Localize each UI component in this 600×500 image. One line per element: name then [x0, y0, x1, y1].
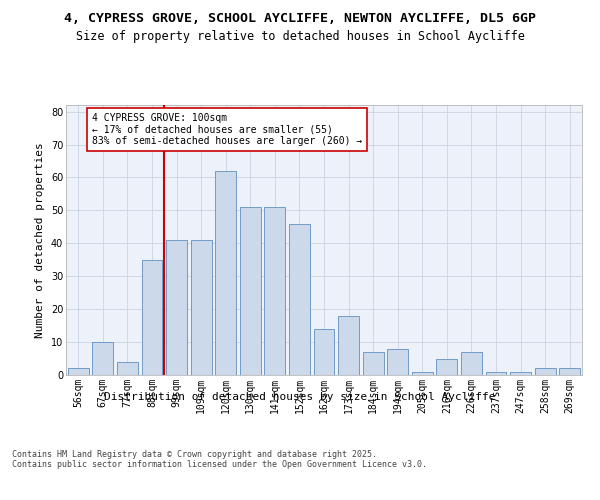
Text: 4, CYPRESS GROVE, SCHOOL AYCLIFFE, NEWTON AYCLIFFE, DL5 6GP: 4, CYPRESS GROVE, SCHOOL AYCLIFFE, NEWTO… [64, 12, 536, 26]
Bar [559, 368, 580, 375]
Text: 4 CYPRESS GROVE: 100sqm
← 17% of detached houses are smaller (55)
83% of semi-de: 4 CYPRESS GROVE: 100sqm ← 17% of detache… [92, 113, 362, 146]
Bar [166, 240, 187, 375]
Bar [240, 207, 261, 375]
Bar [485, 372, 506, 375]
Bar [461, 352, 482, 375]
Text: Distribution of detached houses by size in School Aycliffe: Distribution of detached houses by size … [104, 392, 496, 402]
Bar [338, 316, 359, 375]
Bar [68, 368, 89, 375]
Bar [117, 362, 138, 375]
Text: Contains HM Land Registry data © Crown copyright and database right 2025.
Contai: Contains HM Land Registry data © Crown c… [12, 450, 427, 469]
Bar [362, 352, 383, 375]
Bar [289, 224, 310, 375]
Bar [314, 329, 334, 375]
Bar [412, 372, 433, 375]
Bar [535, 368, 556, 375]
Bar [265, 207, 286, 375]
Text: Size of property relative to detached houses in School Aycliffe: Size of property relative to detached ho… [76, 30, 524, 43]
Y-axis label: Number of detached properties: Number of detached properties [35, 142, 45, 338]
Bar [92, 342, 113, 375]
Bar [510, 372, 531, 375]
Bar [191, 240, 212, 375]
Bar [387, 348, 408, 375]
Bar [215, 171, 236, 375]
Bar [142, 260, 163, 375]
Bar [436, 358, 457, 375]
